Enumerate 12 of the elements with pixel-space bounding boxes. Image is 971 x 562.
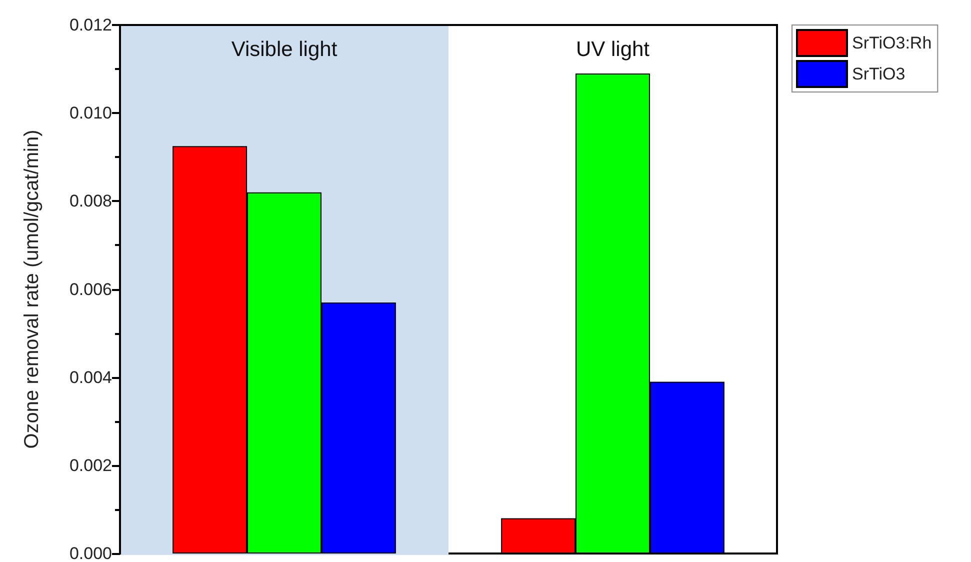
legend-label: SrTiO3 (852, 64, 906, 84)
y-tick-label: 0.000 (69, 544, 112, 562)
y-tick-label: 0.004 (69, 368, 112, 387)
y-axis-title: Ozone removal rate (umol/gcat/min) (21, 130, 43, 449)
y-tick-label: 0.010 (69, 104, 112, 123)
x-tick-label: UV light (576, 38, 650, 61)
x-tick-label: Visible light (231, 38, 338, 61)
y-tick-label: 0.006 (69, 280, 112, 299)
legend-label: SrTiO3:Rh (852, 34, 932, 52)
y-tick-label: 0.008 (69, 192, 112, 211)
y-tick-label: 0.012 (69, 16, 112, 34)
y-tick-label: 0.002 (69, 456, 112, 475)
